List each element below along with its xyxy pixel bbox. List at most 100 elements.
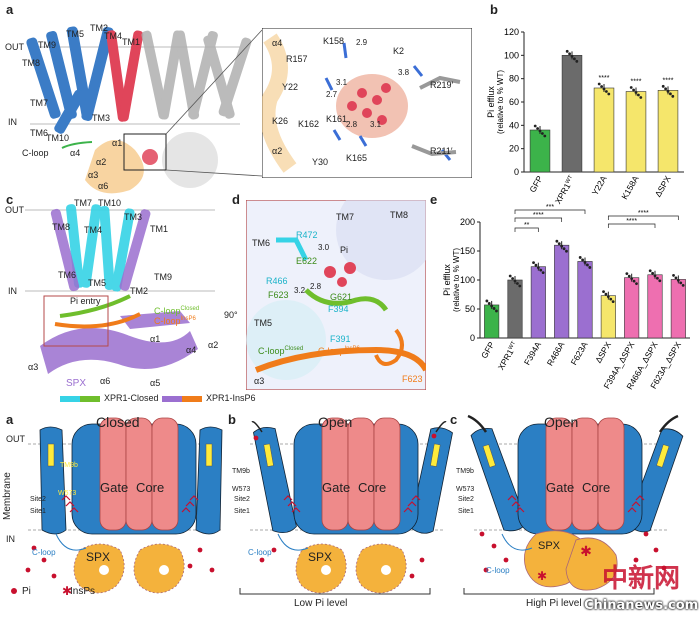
low-pi-bracket bbox=[239, 588, 431, 595]
label-in-a: IN bbox=[8, 117, 17, 127]
spx-label: SPX bbox=[308, 550, 333, 564]
data-point bbox=[600, 85, 603, 88]
cloop-closed-label: C-loopClosed bbox=[154, 306, 200, 316]
d-label: F623 bbox=[402, 374, 423, 384]
y-tick-label: 100 bbox=[460, 275, 475, 285]
core-helix bbox=[545, 417, 573, 531]
panel-letter-c: c bbox=[6, 192, 14, 207]
y-axis-label: Pi efflux bbox=[486, 86, 496, 118]
x-tick-label: ΔSPX bbox=[593, 340, 613, 365]
binding-site bbox=[69, 507, 79, 513]
panel-letter-b: b bbox=[490, 2, 498, 17]
cloop-line bbox=[277, 533, 309, 551]
data-point bbox=[543, 134, 547, 138]
spx-label-c: SPX bbox=[66, 378, 87, 389]
data-point bbox=[607, 92, 611, 96]
alpha-label: α3 bbox=[88, 170, 99, 180]
binding-site bbox=[65, 501, 75, 507]
data-point bbox=[539, 268, 543, 272]
site1-label: Site1 bbox=[30, 508, 46, 515]
panel-a-zoom-inset bbox=[262, 28, 472, 178]
data-point bbox=[679, 281, 683, 285]
data-point bbox=[586, 263, 589, 267]
data-point bbox=[632, 88, 635, 92]
label-out-a: OUT bbox=[5, 42, 24, 52]
pi-entry-label: Pi entry bbox=[70, 296, 101, 306]
data-point bbox=[669, 92, 672, 96]
residue-label: K2 bbox=[393, 46, 405, 56]
binding-site bbox=[283, 495, 293, 501]
significance-label: **** bbox=[663, 77, 674, 84]
data-point bbox=[602, 290, 605, 294]
pi-dot bbox=[209, 567, 215, 573]
grey-helices bbox=[141, 30, 252, 120]
alpha-c: α2 bbox=[208, 340, 219, 350]
core-helix bbox=[571, 417, 599, 531]
tm-label: TM4 bbox=[104, 31, 122, 41]
pi-dot bbox=[41, 557, 47, 563]
schematic-title: Closed bbox=[96, 414, 140, 430]
data-point bbox=[625, 272, 629, 276]
alpha-label: α4 bbox=[70, 148, 81, 158]
residue-label: K165 bbox=[346, 153, 368, 163]
core-label: Core bbox=[582, 480, 611, 495]
tm9b-helix bbox=[430, 443, 441, 467]
efflux-arrow bbox=[658, 414, 679, 433]
schematic: ✱✱✱ bbox=[11, 414, 684, 598]
alpha-c: α6 bbox=[100, 376, 111, 386]
data-point bbox=[604, 292, 608, 296]
core-helix bbox=[347, 417, 375, 531]
y-tick-label: 20 bbox=[509, 144, 519, 154]
binding-site bbox=[507, 495, 517, 501]
d-label: G621 bbox=[330, 292, 353, 302]
high-pi-bracket bbox=[463, 588, 655, 595]
alpha-c: α1 bbox=[150, 334, 161, 344]
legend-swatch-insp6 bbox=[162, 396, 202, 402]
pi-dot bbox=[643, 531, 649, 537]
data-point bbox=[637, 93, 640, 97]
d-label: E622 bbox=[296, 256, 318, 266]
cloop-insp6-label: C-loopInsP6 bbox=[154, 316, 196, 326]
binding-site bbox=[403, 507, 413, 513]
x-tick-label: XPR1WT bbox=[496, 339, 520, 371]
d-label: C-loopClosed bbox=[258, 346, 304, 356]
tm-label: TM1 bbox=[122, 37, 140, 47]
residue-label: Y30 bbox=[312, 157, 329, 167]
high-pi-label: High Pi level bbox=[526, 598, 582, 609]
alpha-label: α1 bbox=[112, 138, 123, 148]
data-point bbox=[508, 274, 512, 278]
distance-label: 2.7 bbox=[326, 90, 338, 99]
site2-label: Site2 bbox=[234, 496, 250, 503]
y-tick-label: 0 bbox=[514, 167, 519, 177]
efflux-arrow bbox=[251, 420, 263, 433]
w573-label: W573 bbox=[456, 486, 475, 493]
cloop-label-schem: C-loop bbox=[248, 548, 272, 557]
efflux-arrow bbox=[435, 420, 447, 433]
tm9b-label: TM9b bbox=[60, 462, 78, 469]
d-label: Pi bbox=[340, 245, 349, 255]
pi-dot bbox=[409, 573, 415, 579]
blue-helices bbox=[26, 26, 114, 134]
d-label: F623 bbox=[268, 290, 289, 300]
d-label: R472 bbox=[296, 230, 318, 240]
d-label: TM6 bbox=[252, 238, 270, 248]
tm-label-c: TM6 bbox=[58, 270, 76, 280]
distance-label: 2.8 bbox=[346, 120, 358, 129]
rotate-label: 90° bbox=[224, 310, 238, 320]
legend-pi-dot bbox=[11, 588, 17, 594]
binding-site bbox=[627, 507, 637, 513]
legend-insps-star: ✱ bbox=[62, 584, 72, 598]
tm-label-c: TM7 bbox=[74, 198, 92, 208]
data-point bbox=[518, 284, 522, 288]
gate-helix-left bbox=[253, 427, 297, 533]
data-point bbox=[533, 124, 537, 128]
residue-label: R219′ bbox=[430, 80, 454, 90]
insps-marker: ✱ bbox=[580, 543, 592, 559]
data-point bbox=[511, 277, 514, 280]
d-label: F394 bbox=[328, 304, 349, 314]
binding-site bbox=[181, 507, 191, 513]
bar bbox=[625, 91, 647, 173]
core-helix bbox=[597, 417, 625, 531]
tm-label-c: TM4 bbox=[84, 225, 102, 235]
gate-label: Gate bbox=[322, 480, 351, 495]
